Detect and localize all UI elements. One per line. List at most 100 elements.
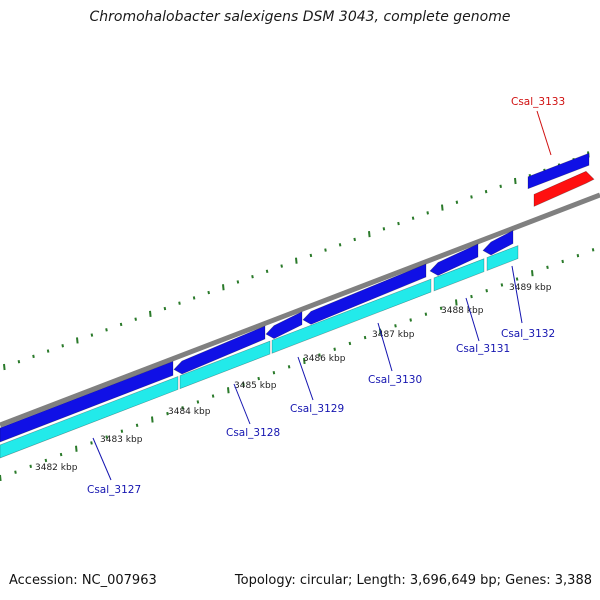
tick-mark bbox=[265, 269, 269, 274]
scale-label: 3486 kbp bbox=[303, 354, 346, 364]
tick-mark bbox=[163, 306, 167, 311]
gene-label[interactable]: Csal_3132 bbox=[501, 328, 555, 340]
scale-label: 3483 kbp bbox=[100, 435, 143, 445]
gene-label[interactable]: Csal_3131 bbox=[456, 343, 510, 355]
gene-label[interactable]: Csal_3129 bbox=[290, 403, 344, 415]
tick-mark bbox=[222, 284, 225, 291]
cds-block[interactable] bbox=[433, 258, 485, 292]
cds-block[interactable] bbox=[179, 340, 271, 390]
tick-mark bbox=[470, 195, 473, 199]
tick-mark bbox=[500, 283, 504, 287]
gene-label-leader bbox=[377, 322, 393, 372]
tick-mark bbox=[531, 270, 534, 277]
gene-label[interactable]: Csal_3130 bbox=[368, 374, 422, 386]
cds-block[interactable] bbox=[486, 245, 519, 271]
tick-mark bbox=[32, 354, 35, 359]
tick-mark bbox=[348, 341, 352, 346]
tick-mark bbox=[411, 216, 415, 220]
scale-labels: 3482 kbp 3483 kbp 3484 kbp 3485 kbp 3486 kbp… bbox=[35, 283, 552, 473]
gene-label-leader bbox=[233, 383, 251, 425]
tick-mark bbox=[576, 253, 580, 258]
tick-mark bbox=[227, 387, 230, 394]
tick-mark bbox=[455, 200, 459, 204]
tick-mark bbox=[441, 204, 444, 211]
tick-mark bbox=[90, 441, 93, 445]
tick-mark bbox=[105, 328, 108, 332]
tick-mark bbox=[409, 318, 412, 322]
tick-mark bbox=[272, 370, 276, 375]
tick-mark bbox=[17, 359, 21, 364]
tick-mark bbox=[484, 189, 488, 194]
gene-label-leader bbox=[465, 297, 480, 342]
tick-mark bbox=[242, 382, 245, 387]
tick-mark bbox=[105, 435, 108, 439]
cds-block[interactable] bbox=[271, 278, 432, 354]
gene-label[interactable]: Csal_3128 bbox=[226, 427, 280, 439]
tick-mark bbox=[59, 452, 63, 457]
tick-mark bbox=[29, 464, 32, 468]
gene-block[interactable] bbox=[429, 243, 479, 276]
tick-mark bbox=[368, 231, 371, 238]
scale-label: 3489 kbp bbox=[509, 283, 552, 293]
scale-label: 3485 kbp bbox=[234, 381, 277, 391]
tick-mark bbox=[287, 365, 291, 369]
tick-mark bbox=[75, 445, 78, 452]
tick-mark bbox=[119, 322, 123, 327]
tick-mark bbox=[192, 296, 196, 300]
tick-mark bbox=[591, 248, 595, 252]
tick-mark bbox=[303, 357, 306, 365]
gene-label-highlighted[interactable]: Csal_3133 bbox=[511, 96, 565, 108]
tick-mark bbox=[546, 265, 549, 270]
tick-mark bbox=[324, 248, 327, 252]
tick-mark bbox=[309, 253, 313, 258]
genome-summary-label: Topology: circular; Length: 3,696,649 bp… bbox=[234, 573, 592, 588]
tick-mark bbox=[0, 474, 2, 482]
tick-mark bbox=[14, 470, 17, 474]
gene-label[interactable]: Csal_3127 bbox=[87, 484, 141, 496]
tick-mark bbox=[280, 264, 283, 268]
cds-block[interactable] bbox=[0, 376, 179, 459]
tick-mark bbox=[90, 333, 94, 337]
tick-mark bbox=[455, 299, 458, 306]
gene-block[interactable] bbox=[173, 325, 266, 375]
tick-mark bbox=[135, 423, 139, 428]
gene-block[interactable] bbox=[0, 360, 174, 443]
gene-block[interactable] bbox=[265, 311, 303, 339]
scale-label: 3484 kbp bbox=[168, 407, 211, 417]
tick-mark bbox=[178, 301, 181, 305]
tick-mark bbox=[151, 416, 154, 423]
gene-label-leaders bbox=[92, 110, 552, 481]
tick-mark bbox=[424, 312, 428, 316]
gene-block[interactable] bbox=[482, 229, 514, 256]
tick-mark bbox=[363, 335, 367, 340]
gene-block-highlighted[interactable] bbox=[533, 170, 595, 207]
tick-mark bbox=[211, 394, 215, 398]
tick-mark bbox=[196, 400, 200, 404]
gene-block[interactable] bbox=[527, 152, 590, 190]
tick-mark bbox=[295, 257, 298, 264]
tick-mark bbox=[181, 406, 184, 410]
scale-label: 3487 kbp bbox=[372, 330, 415, 340]
scale-label: 3488 kbp bbox=[441, 306, 484, 316]
tick-mark bbox=[166, 411, 169, 416]
tick-mark bbox=[120, 429, 124, 433]
tick-mark bbox=[207, 290, 210, 295]
tick-mark bbox=[561, 259, 564, 264]
tick-mark bbox=[236, 280, 240, 284]
scale-label: 3482 kbp bbox=[35, 463, 78, 473]
tick-mark bbox=[394, 324, 397, 328]
gene-label-leader bbox=[297, 356, 314, 401]
tick-mark bbox=[61, 344, 64, 348]
tick-mark bbox=[499, 184, 502, 189]
gene-labels: Csal_3127 Csal_3128 Csal_3129 Csal_3130 Csal… bbox=[87, 96, 565, 496]
tick-mark bbox=[257, 376, 260, 381]
feature-track bbox=[0, 152, 595, 459]
tick-mark bbox=[46, 349, 50, 353]
tick-mark bbox=[470, 294, 473, 299]
genome-backbone-line bbox=[0, 192, 600, 428]
tick-mark bbox=[439, 306, 443, 310]
gene-block[interactable] bbox=[302, 263, 427, 325]
tick-mark bbox=[149, 310, 152, 317]
